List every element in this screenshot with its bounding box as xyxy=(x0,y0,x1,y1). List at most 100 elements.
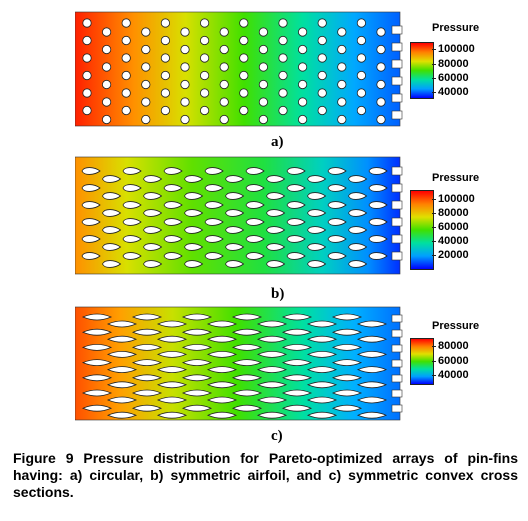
pin-fin xyxy=(307,226,327,234)
pin-fin xyxy=(122,218,142,226)
pin-fin xyxy=(331,313,363,321)
pin-fin xyxy=(204,218,224,226)
pin-fin xyxy=(102,192,122,200)
outlet-notch xyxy=(391,314,403,323)
panel-label-c: c) xyxy=(271,428,283,444)
pin-fin xyxy=(204,184,224,192)
tick-mark-a-2 xyxy=(432,78,436,79)
pin-fin xyxy=(122,252,142,260)
pin-fin xyxy=(102,79,112,90)
pin-fin xyxy=(337,97,347,107)
pin-fin xyxy=(141,79,151,90)
pin-fin xyxy=(82,88,92,98)
tick-label-b-1: 80000 xyxy=(438,207,469,219)
pin-fin xyxy=(156,351,188,358)
pin-fin xyxy=(102,27,112,37)
pin-fin xyxy=(356,335,388,343)
legend-title-c: Pressure xyxy=(432,320,480,332)
pin-fin xyxy=(219,114,229,125)
pin-fin xyxy=(317,18,327,28)
pin-fin xyxy=(200,88,210,98)
pin-fin xyxy=(231,313,263,321)
pin-fin xyxy=(286,201,306,209)
tick-label-b-0: 100000 xyxy=(438,193,475,205)
pin-fin xyxy=(368,201,388,209)
pin-fin xyxy=(348,226,368,234)
outlet-notch xyxy=(391,59,403,69)
pin-fin xyxy=(204,167,224,175)
pin-fin xyxy=(327,201,347,209)
outlet-notch xyxy=(391,344,403,353)
pin-fin xyxy=(266,243,286,251)
pin-fin xyxy=(245,184,265,192)
pin-fin xyxy=(258,79,268,90)
pin-fin xyxy=(206,320,238,328)
pin-fin xyxy=(337,79,347,90)
tick-label-c-2: 40000 xyxy=(438,369,469,381)
pin-fin xyxy=(163,167,183,175)
pin-fin xyxy=(184,192,204,200)
pin-fin xyxy=(348,260,368,268)
pin-fin xyxy=(200,35,210,46)
pin-fin xyxy=(331,359,363,366)
pin-fin xyxy=(106,381,138,389)
pin-fin xyxy=(206,411,238,419)
pin-fin xyxy=(348,192,368,200)
pin-fin xyxy=(143,175,163,183)
pin-fin xyxy=(156,335,188,343)
pin-fin xyxy=(356,105,366,116)
pin-fin xyxy=(181,328,213,336)
pin-fin xyxy=(278,105,288,116)
pin-fin xyxy=(317,53,327,63)
pin-fin xyxy=(141,27,151,37)
pin-fin xyxy=(219,97,229,107)
pin-fin-array-b xyxy=(81,167,388,268)
pin-fin xyxy=(122,235,142,243)
pin-fin xyxy=(184,209,204,217)
pin-fin xyxy=(331,404,363,412)
pin-fin xyxy=(156,381,188,389)
pin-fin xyxy=(181,359,213,366)
pin-fin xyxy=(81,344,113,351)
pin-fin xyxy=(200,18,210,28)
pin-fin xyxy=(204,235,224,243)
pin-fin xyxy=(81,235,101,243)
pin-fin xyxy=(239,18,249,28)
pin-fin xyxy=(184,260,204,268)
contour-plot-c xyxy=(75,306,403,421)
colorbar-b xyxy=(410,190,434,270)
pin-fin xyxy=(219,27,229,37)
pin-fin xyxy=(102,175,122,183)
pin-fin xyxy=(376,44,386,55)
pin-fin xyxy=(348,175,368,183)
outlet-notch xyxy=(391,374,403,383)
pin-fin xyxy=(327,218,347,226)
pin-fin xyxy=(356,53,366,63)
pin-fin xyxy=(122,201,142,209)
pin-fin xyxy=(81,252,101,260)
pin-fin xyxy=(306,366,338,373)
pin-fin xyxy=(348,243,368,251)
tick-mark-c-1 xyxy=(432,361,436,362)
pin-fin xyxy=(163,201,183,209)
pin-fin xyxy=(256,320,288,328)
pin-fin xyxy=(307,243,327,251)
pin-fin xyxy=(298,79,308,90)
pin-fin xyxy=(121,70,131,81)
pin-fin xyxy=(106,411,138,419)
outlet-notch xyxy=(391,217,403,227)
pin-fin xyxy=(206,396,238,404)
pin-fin xyxy=(81,389,113,397)
pin-fin xyxy=(106,351,138,358)
pin-fin xyxy=(231,328,263,336)
pin-fin xyxy=(156,366,188,373)
pin-fin xyxy=(102,226,122,234)
pin-fin xyxy=(81,374,113,382)
pin-fin xyxy=(180,27,190,37)
pin-fin xyxy=(281,359,313,366)
pin-fin xyxy=(258,27,268,37)
pin-fin xyxy=(256,351,288,358)
pin-fin xyxy=(317,70,327,81)
pin-fin xyxy=(306,396,338,404)
pin-fin xyxy=(160,18,171,28)
